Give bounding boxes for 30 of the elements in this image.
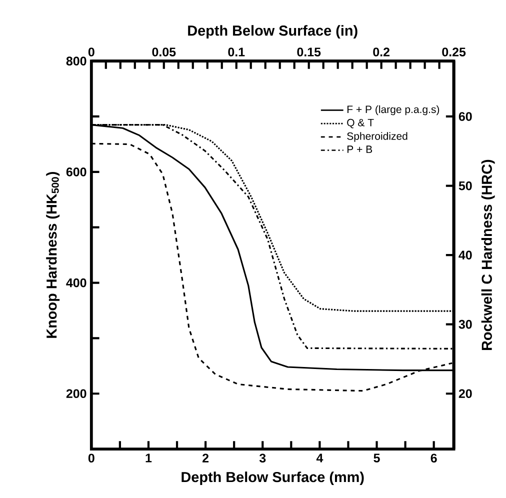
- y2-tick-label: 20: [458, 389, 472, 398]
- y-axis-title: Knoop Hardness (HK$_{500}$): [46, 172, 60, 338]
- y2-tick-label: 30: [458, 320, 472, 329]
- y2-tick-label: 50: [458, 181, 472, 190]
- legend-label: Spheroidized: [347, 132, 408, 142]
- x-tick-label: 0: [88, 454, 94, 462]
- x-tick-label: 3: [259, 454, 266, 462]
- legend-label: Q & T: [347, 118, 374, 128]
- y-tick-label: 200: [66, 389, 86, 398]
- x2-tick-label: 0.05: [152, 47, 176, 56]
- x-tick-label: 5: [374, 454, 380, 462]
- x2-tick-label: 0.25: [442, 47, 466, 56]
- x2-axis-title: Depth Below Surface (in): [188, 24, 358, 38]
- x-tick-label: 2: [202, 454, 209, 462]
- y2-axis-title: Rockwell C Hardness (HRC): [481, 160, 495, 350]
- y-tick-label: 400: [66, 278, 86, 288]
- x2-tick-label: 0.1: [228, 47, 245, 56]
- x2-tick-label: 0: [88, 47, 94, 56]
- x2-tick-label: 0.15: [297, 47, 321, 56]
- y-tick-label: 600: [66, 167, 86, 176]
- legend-label: P + B: [347, 146, 372, 153]
- legend-label: F + P (large p.a.g.s): [347, 105, 440, 116]
- x-tick-label: 1: [146, 454, 152, 462]
- y2-tick-label: 60: [458, 112, 472, 121]
- x-tick-label: 6: [430, 454, 437, 462]
- x2-tick-label: 0.2: [373, 47, 390, 56]
- y-tick-label: 800: [66, 56, 86, 66]
- y2-tick-label: 40: [458, 250, 472, 260]
- x-axis-title: Depth Below Surface (mm): [182, 471, 364, 485]
- x-tick-label: 4: [316, 454, 324, 462]
